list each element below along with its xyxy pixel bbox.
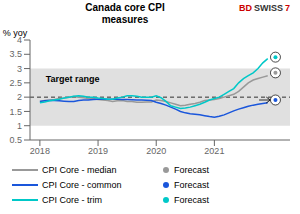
html-text:CPI Core - trim: CPI Core - trim [42,194,102,205]
html-text:Forecast: Forecast [174,179,209,190]
svg-text:2020: 2020 [146,146,166,156]
svg-text:1.5: 1.5 [9,107,22,117]
svg-text:4: 4 [17,35,22,46]
svg-text:1: 1 [17,121,22,131]
html-text:CPI Core - median: CPI Core - median [42,164,117,175]
svg-text:0.5: 0.5 [9,135,22,145]
svg-text:2021: 2021 [204,146,224,156]
svg-text:3: 3 [17,64,22,74]
svg-text:2019: 2019 [88,146,108,156]
svg-text:2: 2 [17,92,22,102]
html-text:CPI Core - common: CPI Core - common [42,179,122,190]
svg-text:3.5: 3.5 [9,49,22,59]
svg-text:% yoy: % yoy [8,28,28,38]
svg-text:2018: 2018 [30,146,50,156]
html-text:BD SWISS 7: BD SWISS 7 [239,3,290,13]
svg-text:Target range: Target range [46,74,100,84]
svg-text:2.5: 2.5 [9,78,22,88]
html-text:Forecast: Forecast [174,164,209,175]
html-text:Forecast: Forecast [174,194,209,205]
html-text:Canada core CPI measures: Canada core CPI measures [85,2,165,25]
